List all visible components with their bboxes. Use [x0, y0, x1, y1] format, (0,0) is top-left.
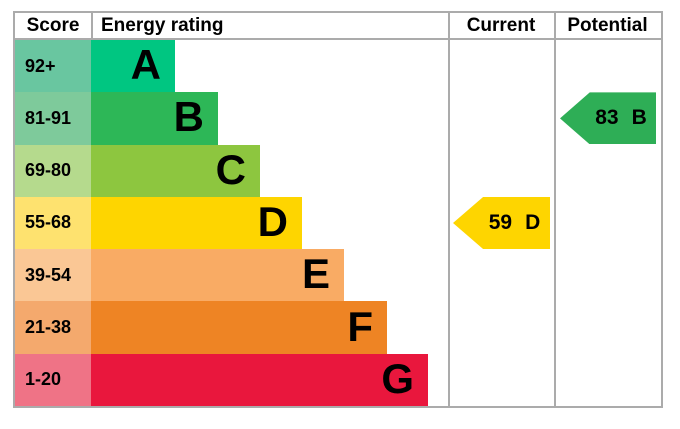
- header-energy-rating: Energy rating: [101, 14, 224, 36]
- band-letter: G: [381, 354, 414, 402]
- band-letter: B: [173, 93, 204, 141]
- column-divider-potential: [554, 13, 556, 406]
- band-bar: F: [91, 301, 387, 354]
- band-row: 21-38 F: [15, 301, 448, 354]
- header-potential: Potential: [567, 14, 648, 36]
- header-score: Score: [26, 14, 80, 36]
- band-score-range: 81-91: [15, 92, 91, 145]
- column-divider-score: [91, 13, 93, 40]
- column-divider-current: [448, 13, 450, 406]
- band-row: 39-54 E: [15, 249, 448, 302]
- band-score-range: 21-38: [15, 301, 91, 354]
- band-score-range: 92+: [15, 40, 91, 93]
- table-header-row: Score Energy rating Current Potential: [15, 13, 661, 40]
- potential-rating-arrow: 83 B: [560, 92, 656, 145]
- header-current: Current: [466, 14, 536, 36]
- band-row: 69-80 C: [15, 144, 448, 197]
- band-row: 81-91 B: [15, 92, 448, 145]
- band-score-range: 69-80: [15, 144, 91, 197]
- current-rating-arrow: 59 D: [453, 197, 550, 249]
- epc-rating-table: Score Energy rating Current Potential 92…: [13, 11, 663, 408]
- band-row: 55-68 D: [15, 196, 448, 250]
- band-bar: A: [91, 40, 175, 93]
- potential-score-value: 83: [595, 106, 619, 130]
- band-bar: E: [91, 249, 344, 302]
- band-rows: 92+ A 81-91 B 69-80 C 55-68 D 39-54 E 21…: [15, 40, 448, 406]
- band-letter: C: [215, 145, 246, 193]
- band-score-range: 1-20: [15, 353, 91, 406]
- band-letter: A: [130, 41, 161, 89]
- current-rating-letter: D: [525, 211, 541, 234]
- band-bar: D: [91, 196, 302, 250]
- current-score-value: 59: [488, 211, 513, 234]
- band-bar: B: [91, 92, 218, 145]
- band-bar: G: [91, 353, 428, 406]
- band-row: 1-20 G: [15, 353, 448, 406]
- band-letter: E: [301, 250, 330, 298]
- band-bar: C: [91, 144, 260, 197]
- band-row: 92+ A: [15, 40, 448, 93]
- band-score-range: 55-68: [15, 196, 91, 250]
- band-letter: F: [347, 302, 373, 350]
- band-score-range: 39-54: [15, 249, 91, 302]
- potential-rating-letter: B: [631, 106, 647, 130]
- band-letter: D: [257, 197, 288, 245]
